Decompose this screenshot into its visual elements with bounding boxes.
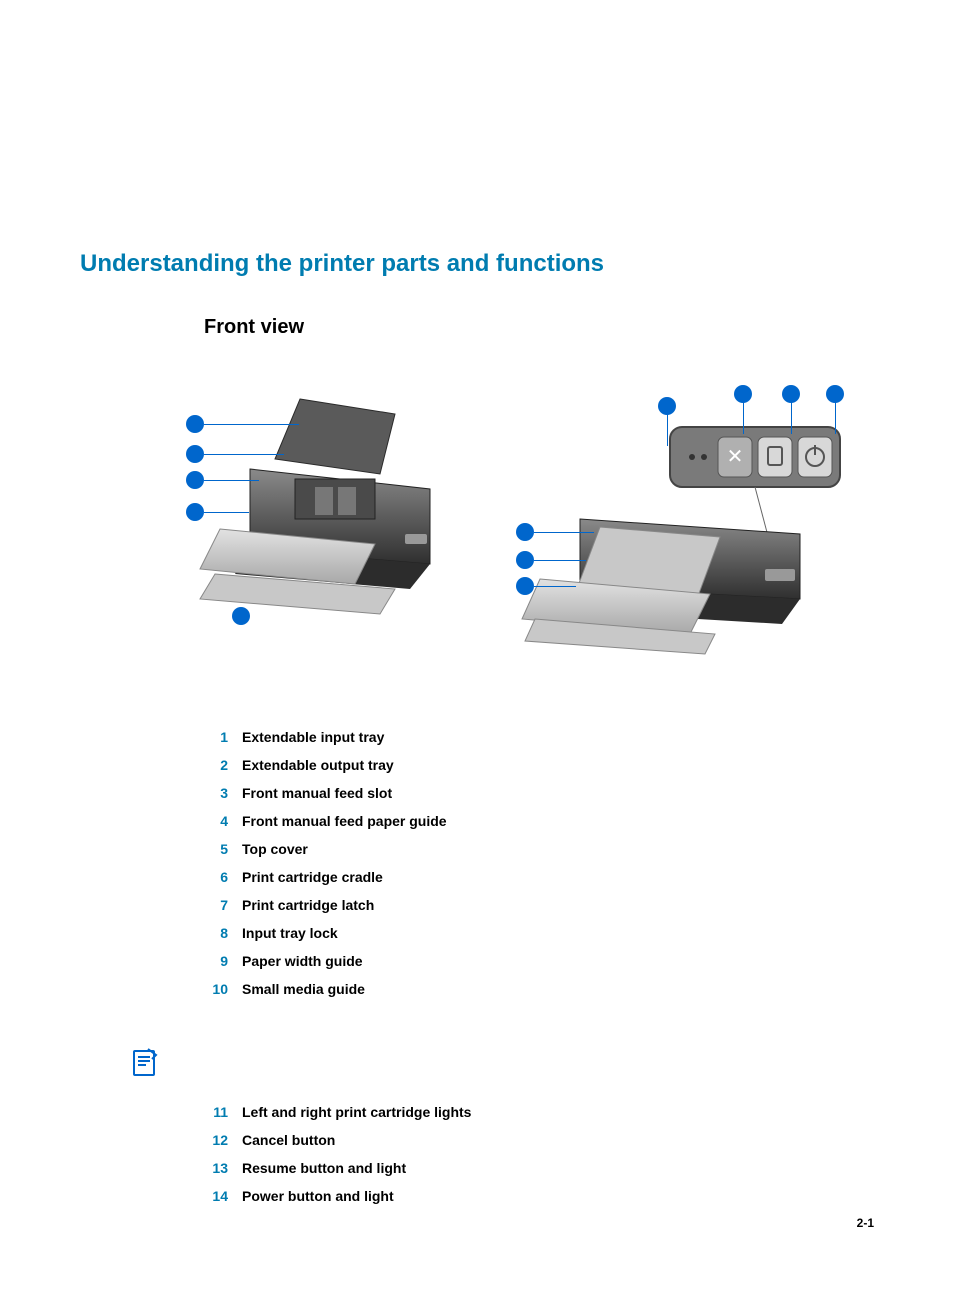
- part-number: 5: [200, 841, 228, 857]
- part-number: 9: [200, 953, 228, 969]
- part-number: 7: [200, 897, 228, 913]
- part-label: Input tray lock: [242, 925, 338, 941]
- callout-dot: [782, 385, 800, 403]
- parts-row: 2 Extendable output tray: [200, 757, 874, 773]
- parts-row: 11 Left and right print cartridge lights: [200, 1104, 874, 1120]
- part-label: Extendable output tray: [242, 757, 394, 773]
- callout-dot: [186, 471, 204, 489]
- part-label: Resume button and light: [242, 1160, 406, 1176]
- part-number: 8: [200, 925, 228, 941]
- parts-list-b: 11Left and right print cartridge lights1…: [200, 1104, 874, 1204]
- part-number: 1: [200, 729, 228, 745]
- parts-row: 3 Front manual feed slot: [200, 785, 874, 801]
- diagram-left: [180, 379, 480, 639]
- part-label: Print cartridge cradle: [242, 869, 383, 885]
- part-label: Top cover: [242, 841, 308, 857]
- callout-dot: [186, 415, 204, 433]
- part-number: 10: [200, 981, 228, 997]
- part-label: Cancel button: [242, 1132, 335, 1148]
- diagram-right: ✕: [510, 379, 860, 669]
- parts-row: 13 Resume button and light: [200, 1160, 874, 1176]
- part-number: 11: [200, 1104, 228, 1120]
- page-number: 2-1: [857, 1216, 874, 1230]
- callout-dot: [734, 385, 752, 403]
- parts-row: 6 Print cartridge cradle: [200, 869, 874, 885]
- part-label: Print cartridge latch: [242, 897, 374, 913]
- svg-text:✕: ✕: [727, 446, 744, 468]
- parts-row: 8 Input tray lock: [200, 925, 874, 941]
- parts-row: 4 Front manual feed paper guide: [200, 813, 874, 829]
- part-number: 4: [200, 813, 228, 829]
- part-label: Front manual feed paper guide: [242, 813, 447, 829]
- parts-row: 7 Print cartridge latch: [200, 897, 874, 913]
- part-number: 3: [200, 785, 228, 801]
- callout-dot: [232, 607, 250, 625]
- part-label: Power button and light: [242, 1188, 394, 1204]
- parts-row: 1 Extendable input tray: [200, 729, 874, 745]
- section-subtitle: Front view: [204, 316, 874, 339]
- printer-right-illustration: ✕: [510, 379, 860, 669]
- diagram-row: ✕: [180, 379, 874, 669]
- part-label: Small media guide: [242, 981, 365, 997]
- callout-dot: [516, 523, 534, 541]
- part-label: Left and right print cartridge lights: [242, 1104, 471, 1120]
- part-label: Front manual feed slot: [242, 785, 392, 801]
- parts-row: 14 Power button and light: [200, 1188, 874, 1204]
- part-number: 6: [200, 869, 228, 885]
- page-title: Understanding the printer parts and func…: [80, 250, 874, 278]
- part-number: 13: [200, 1160, 228, 1176]
- part-label: Paper width guide: [242, 953, 363, 969]
- part-number: 14: [200, 1188, 228, 1204]
- part-number: 2: [200, 757, 228, 773]
- parts-row: 9 Paper width guide: [200, 953, 874, 969]
- parts-list-a: 1 Extendable input tray 2 Extendable output…: [200, 729, 874, 997]
- callout-dot: [516, 551, 534, 569]
- callout-dot: [186, 503, 204, 521]
- part-label: Extendable input tray: [242, 729, 384, 745]
- callout-dot: [658, 397, 676, 415]
- part-number: 12: [200, 1132, 228, 1148]
- callout-dot: [826, 385, 844, 403]
- parts-row: 5 Top cover: [200, 841, 874, 857]
- callout-dot: [516, 577, 534, 595]
- callout-dot: [186, 445, 204, 463]
- parts-row: 12 Cancel button: [200, 1132, 874, 1148]
- note-icon: [130, 1047, 874, 1082]
- printer-left-illustration: [180, 379, 480, 639]
- parts-row: 10 Small media guide: [200, 981, 874, 997]
